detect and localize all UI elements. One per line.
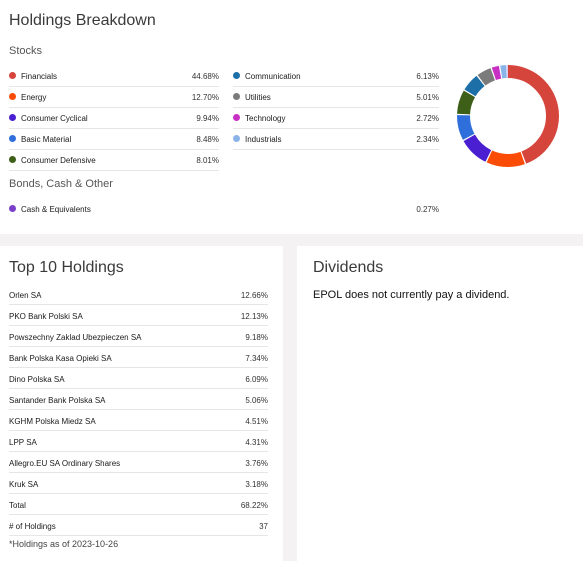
holding-row: PKO Bank Polski SA 12.13% bbox=[9, 305, 268, 326]
sector-name: Energy bbox=[21, 93, 47, 102]
holdings-count-label: # of Holdings bbox=[9, 522, 56, 531]
holdings-count-value: 37 bbox=[259, 522, 268, 531]
sector-value: 2.72% bbox=[416, 114, 439, 123]
holding-name: Bank Polska Kasa Opieki SA bbox=[9, 354, 112, 363]
donut-slice-basic-material bbox=[457, 65, 559, 167]
legend-dot-icon bbox=[233, 72, 240, 79]
holding-name: PKO Bank Polski SA bbox=[9, 312, 83, 321]
count-row: # of Holdings 37 bbox=[9, 515, 268, 536]
donut-slice-financials bbox=[457, 65, 559, 167]
holding-name: KGHM Polska Miedz SA bbox=[9, 417, 96, 426]
holding-weight: 7.34% bbox=[245, 354, 268, 363]
holdings-breakdown-panel: Holdings Breakdown Stocks Financials 44.6… bbox=[0, 0, 583, 234]
holding-weight: 3.18% bbox=[245, 480, 268, 489]
sector-row-basic-material: Basic Material 8.48% bbox=[9, 129, 219, 150]
sector-value: 8.48% bbox=[196, 135, 219, 144]
stocks-label: Stocks bbox=[9, 45, 43, 57]
sector-name: Financials bbox=[21, 72, 58, 81]
total-value: 68.22% bbox=[240, 501, 268, 510]
holding-row: Orlen SA 12.66% bbox=[9, 284, 268, 305]
legend-dot-icon bbox=[9, 72, 16, 79]
holding-name: Dino Polska SA bbox=[9, 375, 65, 384]
holding-name: Kruk SA bbox=[9, 480, 39, 489]
top10-title: Top 10 Holdings bbox=[9, 259, 124, 276]
legend-dot-icon bbox=[9, 114, 16, 121]
sector-row-energy: Energy 12.70% bbox=[9, 87, 219, 108]
holding-name: LPP SA bbox=[9, 438, 37, 447]
sector-row-financials: Financials 44.68% bbox=[9, 66, 219, 87]
holding-weight: 5.06% bbox=[245, 396, 268, 405]
legend-dot-icon bbox=[9, 93, 16, 100]
sector-row-technology: Technology 2.72% bbox=[233, 108, 439, 129]
sector-value: 6.13% bbox=[416, 72, 439, 81]
sector-name: Consumer Defensive bbox=[21, 156, 96, 165]
dividends-panel: Dividends EPOL does not currently pay a … bbox=[297, 246, 583, 561]
holding-weight: 9.18% bbox=[245, 333, 268, 342]
sector-name: Technology bbox=[245, 114, 286, 123]
dividends-text: EPOL does not currently pay a dividend. bbox=[313, 289, 510, 301]
total-row: Total 68.22% bbox=[9, 494, 268, 515]
sector-value: 5.01% bbox=[416, 93, 439, 102]
holding-row: Dino Polska SA 6.09% bbox=[9, 368, 268, 389]
holding-weight: 4.31% bbox=[245, 438, 268, 447]
sector-donut-chart bbox=[457, 65, 559, 167]
legend-dot-icon bbox=[233, 114, 240, 121]
total-label: Total bbox=[9, 501, 26, 510]
holdings-date-footnote: *Holdings as of 2023-10-26 bbox=[9, 539, 119, 549]
holding-row: Powszechny Zaklad Ubezpieczen SA 9.18% bbox=[9, 326, 268, 347]
holding-row: Santander Bank Polska SA 5.06% bbox=[9, 389, 268, 410]
top-10-holdings-panel: Top 10 Holdings Orlen SA 12.66% PKO Bank P… bbox=[0, 246, 283, 561]
holding-name: Santander Bank Polska SA bbox=[9, 396, 106, 405]
sector-value: 12.70% bbox=[191, 93, 219, 102]
holding-weight: 3.76% bbox=[245, 459, 268, 468]
sector-row-consumer-defensive: Consumer Defensive 8.01% bbox=[9, 150, 219, 171]
bonds-cash-other-label: Bonds, Cash & Other bbox=[9, 178, 113, 190]
legend-dot-icon bbox=[9, 205, 16, 212]
holding-row: Bank Polska Kasa Opieki SA 7.34% bbox=[9, 347, 268, 368]
holding-weight: 12.13% bbox=[240, 312, 268, 321]
breakdown-title: Holdings Breakdown bbox=[9, 12, 156, 29]
holding-weight: 6.09% bbox=[245, 375, 268, 384]
holding-name: Orlen SA bbox=[9, 291, 42, 300]
sector-row-cash-equivalents: Cash & Equivalents 0.27% bbox=[9, 199, 439, 220]
legend-dot-icon bbox=[233, 93, 240, 100]
sector-name: Utilities bbox=[245, 93, 271, 102]
holding-weight: 12.66% bbox=[240, 291, 268, 300]
holding-row: Kruk SA 3.18% bbox=[9, 473, 268, 494]
sector-row-consumer-cyclical: Consumer Cyclical 9.94% bbox=[9, 108, 219, 129]
sector-name: Industrials bbox=[245, 135, 282, 144]
legend-dot-icon bbox=[233, 135, 240, 142]
holding-row: KGHM Polska Miedz SA 4.51% bbox=[9, 410, 268, 431]
holding-weight: 4.51% bbox=[245, 417, 268, 426]
sector-value: 8.01% bbox=[196, 156, 219, 165]
sector-name: Basic Material bbox=[21, 135, 72, 144]
dividends-title: Dividends bbox=[313, 259, 384, 276]
donut-slice-energy bbox=[457, 65, 559, 167]
sector-name: Communication bbox=[245, 72, 301, 81]
sector-value: 2.34% bbox=[416, 135, 439, 144]
sector-row-communication: Communication 6.13% bbox=[233, 66, 439, 87]
sector-value: 44.68% bbox=[191, 72, 219, 81]
holding-name: Allegro.EU SA Ordinary Shares bbox=[9, 459, 121, 468]
holding-row: LPP SA 4.31% bbox=[9, 431, 268, 452]
legend-dot-icon bbox=[9, 156, 16, 163]
holding-row: Allegro.EU SA Ordinary Shares 3.76% bbox=[9, 452, 268, 473]
sector-value: 9.94% bbox=[196, 114, 219, 123]
sector-row-utilities: Utilities 5.01% bbox=[233, 87, 439, 108]
holding-name: Powszechny Zaklad Ubezpieczen SA bbox=[9, 333, 142, 342]
sector-name: Consumer Cyclical bbox=[21, 114, 88, 123]
sector-value: 0.27% bbox=[416, 205, 439, 214]
sector-row-industrials: Industrials 2.34% bbox=[233, 129, 439, 150]
sector-name: Cash & Equivalents bbox=[21, 205, 91, 214]
legend-dot-icon bbox=[9, 135, 16, 142]
